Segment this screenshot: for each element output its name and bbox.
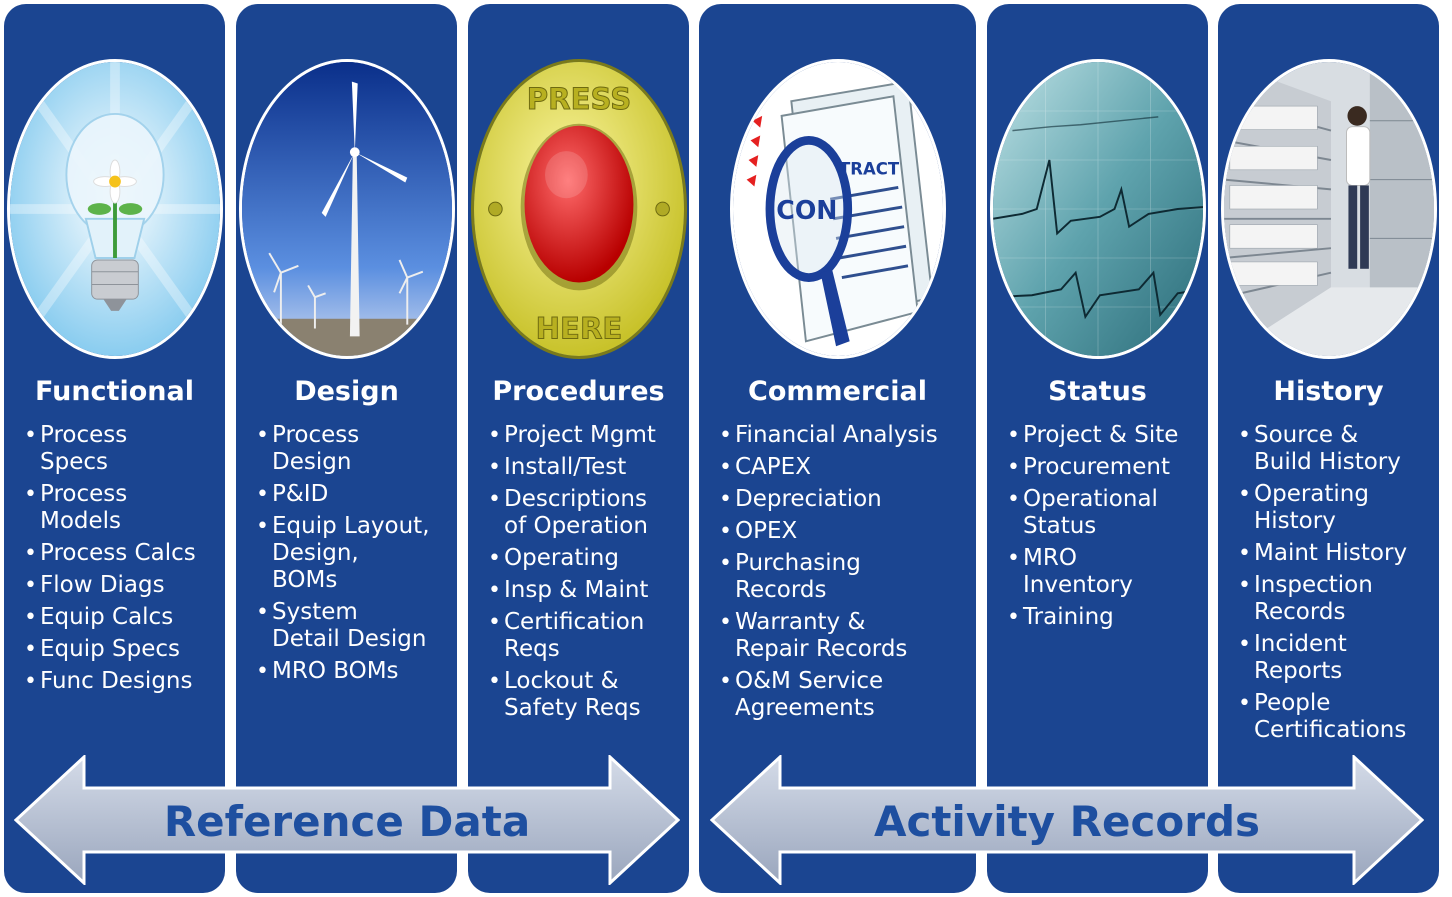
column-commercial: CON TRACT Commercial Financial Analysis … (699, 4, 976, 893)
list-item: Training (1007, 604, 1204, 631)
list-item: Project Mgmt (488, 422, 685, 449)
list-item: Flow Diags (24, 572, 221, 599)
list-item: Procurement (1007, 454, 1204, 481)
list-item: Depreciation (719, 486, 972, 513)
list-item: Equip Layout,Design,BOMs (256, 513, 453, 594)
item-list: Project & Site Procurement OperationalSt… (1007, 422, 1204, 636)
list-item: P&ID (256, 481, 453, 508)
contract-text-right: TRACT (839, 160, 900, 179)
list-item: Insp & Maint (488, 577, 685, 604)
ekg-trace-image (989, 59, 1206, 359)
column-title: Commercial (748, 376, 927, 407)
column-title: Status (1048, 376, 1147, 407)
column-title: History (1273, 376, 1384, 407)
list-item: Operating (488, 545, 685, 572)
list-item: Project & Site (1007, 422, 1204, 449)
here-text: HERE (535, 311, 622, 345)
lightbulb-image (6, 59, 223, 359)
list-item: Install/Test (488, 454, 685, 481)
list-item: Maint History (1238, 540, 1435, 567)
list-item: CAPEX (719, 454, 972, 481)
activity-records-label: Activity Records (873, 797, 1261, 846)
press-here-button-image: PRESS HERE (470, 59, 687, 359)
column-title: Design (294, 376, 399, 407)
column-history: History Source &Build History OperatingH… (1218, 4, 1439, 893)
records-archive-image (1220, 59, 1437, 359)
list-item: Equip Specs (24, 636, 221, 663)
contract-text-left: CON (776, 195, 837, 225)
activity-records-arrow: Activity Records (710, 755, 1424, 885)
reference-data-arrow: Reference Data (14, 755, 680, 885)
list-item: MRO BOMs (256, 658, 453, 685)
list-item: OPEX (719, 518, 972, 545)
list-item: Lockout &Safety Reqs (488, 668, 685, 722)
item-list: Project Mgmt Install/Test Descriptionsof… (488, 422, 685, 727)
list-item: Process Calcs (24, 540, 221, 567)
contract-magnifier-image: CON TRACT (729, 59, 946, 359)
column-title: Procedures (492, 376, 665, 407)
item-list: Financial Analysis CAPEX Depreciation OP… (719, 422, 972, 727)
reference-data-label: Reference Data (163, 797, 531, 846)
column-title: Functional (35, 376, 194, 407)
list-item: Equip Calcs (24, 604, 221, 631)
list-item: Warranty &Repair Records (719, 609, 972, 663)
column-status: Status Project & Site Procurement Operat… (987, 4, 1208, 893)
wind-turbine-image (238, 59, 455, 359)
list-item: Financial Analysis (719, 422, 972, 449)
list-item: Func Designs (24, 668, 221, 695)
list-item: Source &Build History (1238, 422, 1435, 476)
press-text: PRESS (526, 82, 630, 116)
column-procedures: PRESS HERE Procedures Project Mgmt Insta… (468, 4, 689, 893)
